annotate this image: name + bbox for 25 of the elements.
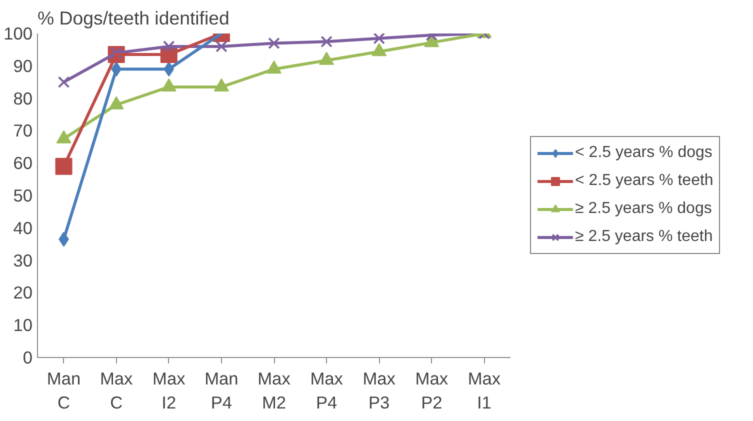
legend-label: < 2.5 years % dogs	[575, 144, 712, 162]
x-tick-label: Max P3	[362, 368, 396, 412]
legend-label: < 2.5 years % teeth	[575, 172, 714, 190]
y-tick-label: 0	[22, 348, 33, 368]
y-tick-label: 40	[13, 218, 33, 238]
y-tick-label: 50	[13, 186, 33, 206]
y-tick-label: 60	[13, 153, 33, 174]
x-tick-label: Max M2	[258, 368, 291, 412]
y-tick-label: 100	[4, 24, 33, 44]
x-tick-label: Max I1	[468, 368, 501, 412]
y-tick-label: 20	[13, 282, 33, 303]
x-tick-label: Max I2	[152, 368, 186, 412]
x-tick-label: Max P4	[310, 368, 344, 412]
x-tick-label: Man P4	[204, 368, 238, 412]
y-axis-title: % Dogs/teeth identified	[38, 8, 230, 28]
x-tick-label: Man C	[46, 368, 81, 412]
y-tick-label: 80	[13, 88, 33, 108]
legend-label: ≥ 2.5 years % teeth	[575, 228, 713, 246]
x-tick-label: Max C	[100, 368, 134, 412]
y-tick-label: 90	[13, 56, 33, 76]
x-tick-label: Max P2	[415, 368, 448, 412]
legend-label: ≥ 2.5 years % dogs	[575, 200, 712, 218]
y-tick-label: 30	[13, 250, 33, 270]
y-tick-label: 70	[13, 120, 33, 141]
y-tick-label: 10	[13, 315, 33, 336]
